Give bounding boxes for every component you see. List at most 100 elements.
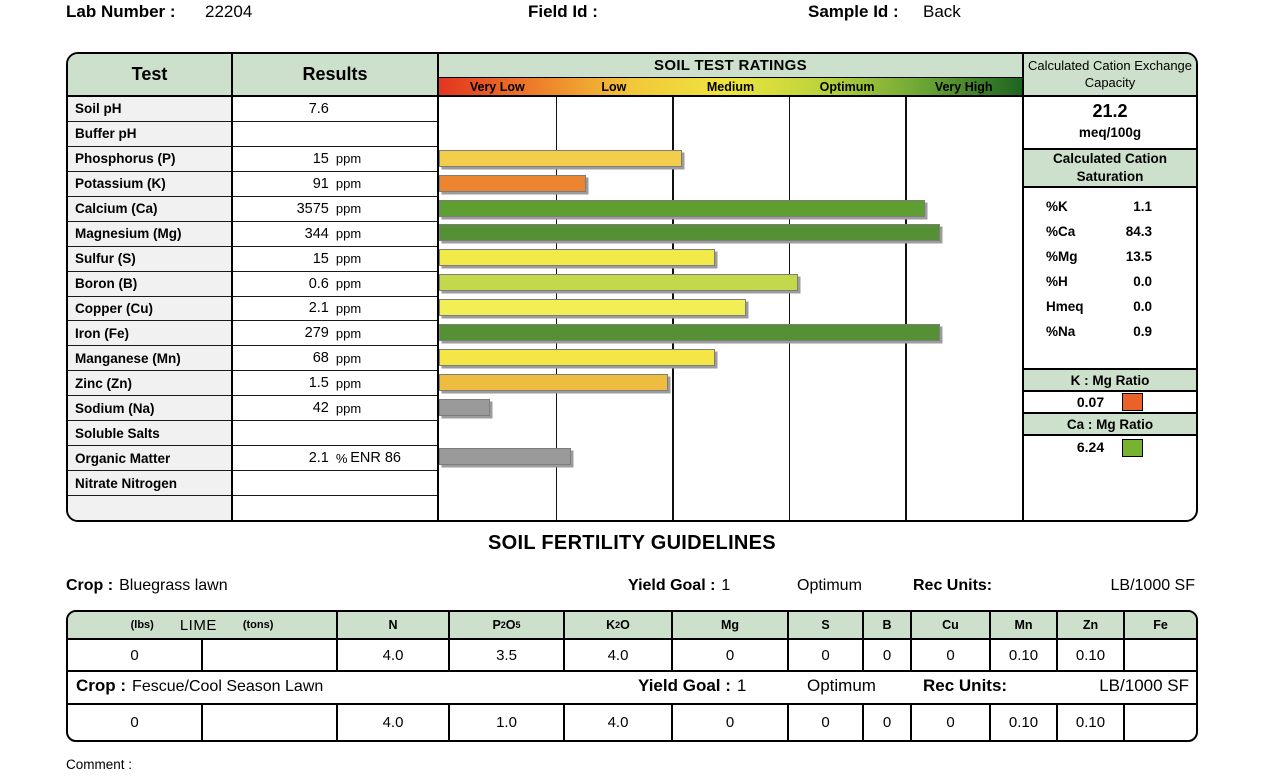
chart-row [439, 246, 1022, 271]
result-value: 42 [312, 400, 329, 417]
saturation-label: %Mg [1046, 249, 1078, 264]
rec-value: 0 [673, 640, 789, 670]
saturation-row: %K 1.1 [1024, 194, 1196, 219]
guidelines-values-row-bluegrass: 0 4.0 3.5 4.0 0 0 0 0 0.10 0.10 [68, 640, 1196, 672]
result-cell [233, 471, 437, 496]
rating-bar [439, 249, 716, 267]
chart-row [439, 271, 1022, 296]
rec-value: 0 [912, 705, 991, 740]
rec-value: 0 [864, 705, 912, 740]
result-cell: 91 ppm [233, 171, 437, 197]
result-unit: ppm [335, 350, 362, 366]
report-header: Lab Number : 22204 Field Id : Sample Id … [66, 2, 1216, 28]
result-unit: ppm [335, 300, 362, 316]
result-unit: ppm [335, 400, 362, 416]
result-unit: ppm [335, 201, 362, 217]
ca-mg-ratio-row: 6.24 [1024, 436, 1196, 520]
test-name-cell: Buffer pH [68, 121, 231, 147]
result-value: 3575 [296, 200, 329, 217]
test-name-cell: Iron (Fe) [68, 321, 231, 347]
rating-bar [439, 448, 572, 466]
cec-panel: Calculated Cation Exchange Capacity 21.2… [1024, 54, 1196, 520]
fertility-guidelines-title: SOIL FERTILITY GUIDELINES [488, 532, 776, 554]
result-enr: ENR 86 [350, 450, 401, 467]
saturation-row: %H 0.0 [1024, 269, 1196, 294]
saturation-row: %Mg 13.5 [1024, 244, 1196, 269]
grid-line [905, 97, 907, 520]
test-name-cell: Copper (Cu) [68, 296, 231, 322]
result-cell: 15 ppm [233, 146, 437, 172]
test-name-cell: Soil pH [68, 97, 231, 122]
results-column-header: Results [233, 54, 437, 97]
rating-label-optimum: Optimum [819, 79, 875, 94]
saturation-row: Hmeq 0.0 [1024, 294, 1196, 319]
result-cell [233, 121, 437, 147]
rec-value: 0 [68, 640, 203, 670]
saturation-value: 0.9 [1133, 324, 1152, 339]
crop-line-fescue: Crop : Fescue/Cool Season Lawn Yield Goal… [68, 672, 1196, 705]
s-column-header: S [789, 612, 864, 638]
result-cell: 344 ppm [233, 221, 437, 247]
optimum-level: Optimum [807, 676, 876, 695]
result-unit: ppm [335, 151, 362, 167]
cec-unit: meq/100g [1078, 125, 1142, 140]
chart-row [439, 296, 1022, 321]
test-name-cell: Boron (B) [68, 271, 231, 297]
lab-number-value: 22204 [205, 2, 253, 21]
rating-bar-rows [439, 97, 1022, 520]
saturation-value: 84.3 [1125, 224, 1152, 239]
test-name-cell: Magnesium (Mg) [68, 221, 231, 247]
n-column-header: N [338, 612, 450, 638]
cec-value-block: 21.2 meq/100g [1024, 97, 1196, 150]
rec-value: 0.10 [991, 640, 1058, 670]
result-unit: % [335, 450, 348, 466]
rating-label-very-low: Very Low [469, 79, 525, 94]
test-name-cell: Organic Matter [68, 446, 231, 472]
yield-goal-value: 1 [721, 577, 731, 594]
result-cell: 3575 ppm [233, 196, 437, 222]
saturation-row: %Ca 84.3 [1024, 219, 1196, 244]
crop-line-bluegrass: Crop : Bluegrass lawn Yield Goal : 1 Optim… [66, 577, 1198, 603]
rec-value: 0.10 [1058, 640, 1125, 670]
rating-bar [439, 149, 682, 167]
cation-saturation-list: %K 1.1 %Ca 84.3 %Mg 13.5 %H 0.0 Hmeq 0.0 %Na 0… [1024, 188, 1196, 370]
result-cell [233, 421, 437, 447]
rec-value: 0 [864, 640, 912, 670]
result-unit: ppm [335, 226, 362, 242]
crop-name: Bluegrass lawn [119, 577, 228, 594]
chart-row [439, 470, 1022, 495]
test-rows: Soil pH Buffer pH Phosphorus (P) Potassi… [68, 97, 231, 520]
sample-id-label: Sample Id : [808, 2, 899, 21]
result-cell: 2.1% ENR 86 [233, 446, 437, 472]
soil-test-table: Test Soil pH Buffer pH Phosphorus (P) Po… [66, 52, 1198, 522]
test-column-header: Test [68, 54, 231, 97]
test-name-cell: Calcium (Ca) [68, 196, 231, 222]
rec-units-value: LB/1000 SF [1110, 577, 1196, 594]
rating-label-low: Low [601, 79, 627, 94]
rec-value: 3.5 [450, 640, 565, 670]
rec-value: 0 [789, 640, 864, 670]
test-name-cell: Nitrate Nitrogen [68, 471, 231, 496]
result-value: 0.6 [308, 275, 329, 292]
grid-line [788, 97, 791, 520]
rec-value: 0 [912, 640, 991, 670]
rec-value: 4.0 [565, 705, 673, 740]
chart-row [439, 420, 1022, 445]
rec-value: 1.0 [450, 705, 565, 740]
test-name-cell: Zinc (Zn) [68, 371, 231, 397]
rating-label-very-high: Very High [934, 79, 993, 94]
chart-row [439, 396, 1022, 421]
rec-value [203, 640, 338, 670]
test-name-cell: Manganese (Mn) [68, 346, 231, 372]
chart-row [439, 495, 1022, 520]
ratings-title: SOIL TEST RATINGS [439, 54, 1022, 78]
ca-mg-ratio-title: Ca : Mg Ratio [1024, 414, 1196, 436]
result-cell [233, 496, 437, 520]
rec-units-value: LB/1000 SF [1099, 676, 1189, 695]
result-value: 1.5 [308, 375, 329, 392]
ca-mg-ratio-value: 6.24 [1076, 439, 1105, 455]
k-mg-ratio-row: 0.07 [1024, 392, 1196, 414]
